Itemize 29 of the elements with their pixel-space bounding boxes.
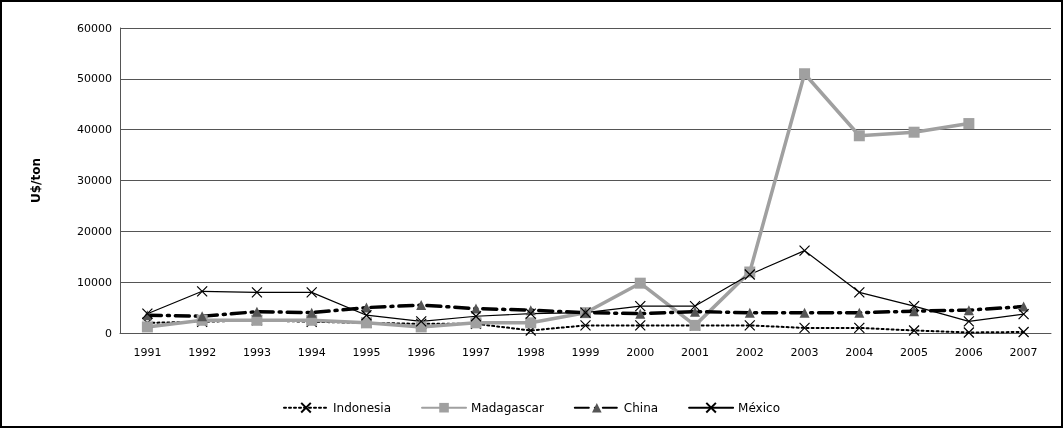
x-tick-label: 1998 (516, 346, 545, 359)
y-tick-label: 50000 (77, 72, 112, 86)
y-axis-title: U$/ton (29, 158, 43, 203)
x-tick-label: 2001 (681, 346, 710, 359)
y-tick-label: 20000 (77, 224, 112, 238)
x-tick-label: 2002 (735, 346, 764, 359)
y-tick-label: 10000 (77, 275, 112, 289)
x-tick-label: 2004 (845, 346, 874, 359)
x-tick-label: 1995 (352, 346, 381, 359)
legend-label: Madagascar (471, 400, 544, 415)
y-tick-label: 0 (105, 326, 112, 340)
x-tick-label: 1997 (461, 346, 490, 359)
x-tick-label: 1996 (407, 346, 436, 359)
x-tick-label: 2007 (1009, 346, 1038, 359)
y-tick-label: 60000 (77, 21, 112, 35)
x-tick-label: 1993 (242, 346, 271, 359)
x-tick-label: 2006 (954, 346, 983, 359)
x-tick-label: 2000 (626, 346, 655, 359)
x-tick-label: 1992 (188, 346, 217, 359)
x-tick-label: 2003 (790, 346, 819, 359)
legend-label: México (738, 400, 780, 415)
x-tick-label: 1991 (133, 346, 162, 359)
x-tick-label: 2005 (900, 346, 929, 359)
x-tick-label: 1994 (297, 346, 326, 359)
y-tick-label: 30000 (77, 174, 112, 187)
y-tick-label: 40000 (77, 123, 112, 137)
legend-label: China (623, 400, 659, 415)
x-tick-label: 1999 (571, 346, 600, 359)
legend-label: Indonesia (333, 400, 392, 415)
